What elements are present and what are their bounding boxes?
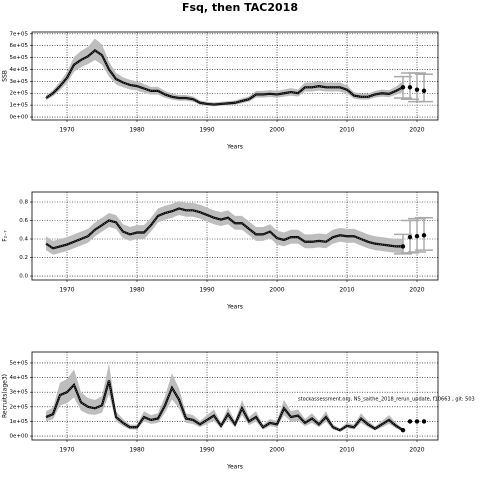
- x-tick-label: 2000: [269, 127, 284, 134]
- x-tick-label: 1980: [129, 287, 144, 294]
- y-tick-label: 0.2: [19, 255, 28, 261]
- y-tick-label: 2e+05: [10, 91, 29, 97]
- x-tick-label: 2020: [409, 127, 424, 134]
- x-tick-label: 1990: [199, 287, 214, 294]
- plot-area: [45, 363, 427, 433]
- y-tick-label: 5e+05: [10, 360, 29, 366]
- estimate-line: [45, 207, 403, 250]
- estimate-line-dots: [45, 380, 404, 431]
- confidence-band: [46, 38, 403, 107]
- x-tick-label: 2000: [269, 287, 284, 294]
- y-tick-label: 4e+05: [10, 67, 29, 73]
- x-tick-label: 2010: [339, 447, 354, 454]
- projection-point: [400, 85, 406, 90]
- y-tick-label: 5e+05: [10, 55, 29, 61]
- plot-frame: [31, 351, 439, 441]
- estimate-line-dots: [45, 49, 404, 105]
- projection-point: [414, 419, 420, 424]
- y-tick-label: 6e+05: [10, 43, 29, 49]
- x-tick-label: 1970: [59, 447, 74, 454]
- projection-point: [407, 85, 413, 90]
- x-axis-label: Years: [226, 464, 243, 471]
- projection-point: [421, 233, 427, 238]
- y-tick-label: 3e+05: [10, 79, 29, 85]
- x-axis-label: Years: [226, 144, 243, 151]
- y-tick-label: 1e+05: [10, 103, 29, 109]
- projection-point: [407, 419, 413, 424]
- x-tick-label: 2010: [339, 127, 354, 134]
- projection-point: [407, 234, 413, 240]
- y-tick-label: 1e+05: [10, 419, 29, 425]
- y-tick-label: 4e+05: [10, 375, 29, 381]
- y-tick-label: 0e+00: [10, 115, 29, 121]
- plot-area: [45, 38, 433, 107]
- x-tick-label: 1980: [129, 127, 144, 134]
- y-tick-label: 0e+00: [10, 434, 29, 440]
- x-tick-label: 2020: [409, 447, 424, 454]
- x-tick-label: 1980: [129, 447, 144, 454]
- x-tick-label: 2010: [339, 287, 354, 294]
- projection-point: [400, 428, 406, 433]
- y-tick-label: 0.8: [19, 199, 28, 205]
- x-tick-label: 1990: [199, 447, 214, 454]
- annotation: stockassessment.org, NS_saithe_2018_reru…: [298, 397, 475, 403]
- y-tick-label: 7e+05: [10, 31, 29, 37]
- plot-area: [45, 201, 433, 255]
- projection-point: [414, 234, 420, 239]
- y-tick-label: 0.6: [19, 218, 28, 224]
- projection-point: [414, 87, 420, 92]
- y-axis-label: Recruits(age3): [2, 374, 9, 418]
- y-axis-label: SSB: [2, 70, 9, 82]
- projection-point: [421, 419, 427, 424]
- x-tick-label: 1970: [59, 287, 74, 294]
- y-tick-label: 0.0: [19, 274, 28, 280]
- x-tick-label: 1990: [199, 127, 214, 134]
- plot-frame: [31, 191, 439, 281]
- projection-point: [400, 244, 406, 249]
- x-tick-label: 1970: [59, 127, 74, 134]
- y-axis-label: F₂₋₇: [2, 230, 9, 242]
- y-tick-label: 3e+05: [10, 390, 29, 396]
- chart-title: Fsq, then TAC2018: [182, 1, 298, 14]
- x-tick-label: 2020: [409, 287, 424, 294]
- plot-frame: [31, 31, 439, 121]
- x-axis-label: Years: [226, 304, 243, 311]
- x-tick-label: 2000: [269, 447, 284, 454]
- projection-point: [421, 88, 427, 94]
- y-tick-label: 0.4: [19, 237, 28, 243]
- y-tick-label: 2e+05: [10, 404, 29, 410]
